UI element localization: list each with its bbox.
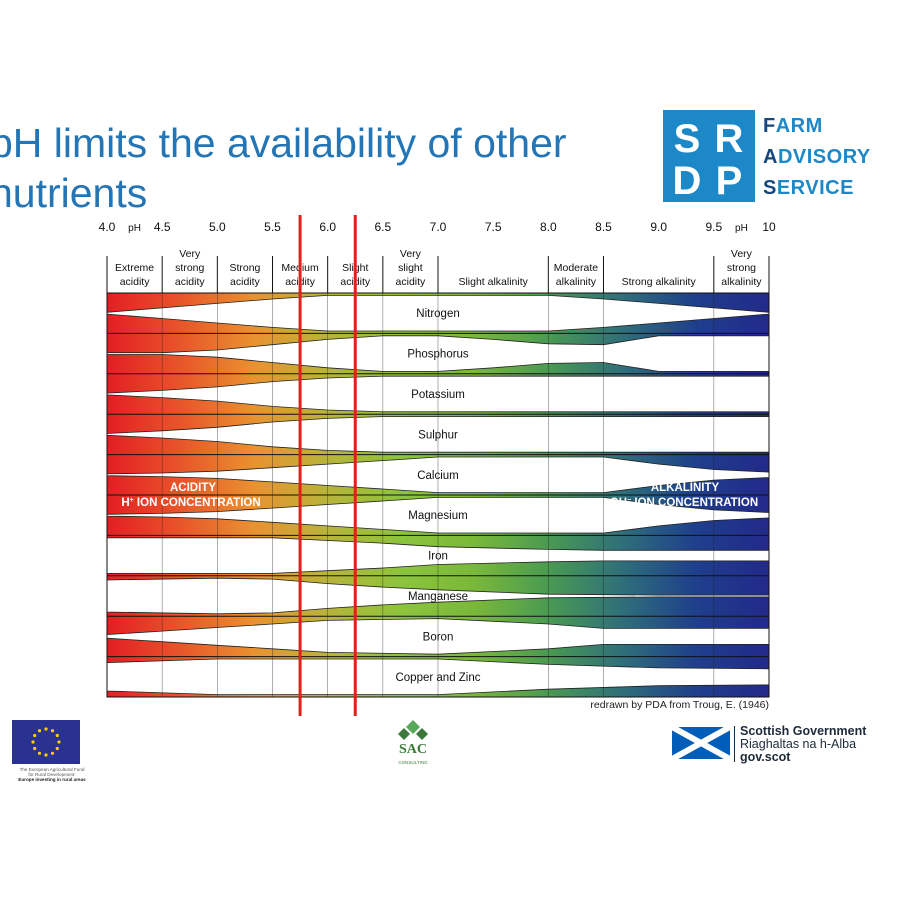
ph-axis: 4.0 4.5 5.0 5.5 6.0 6.5 7.0 7.5 8.0 8.5 9.0 9.5 10 pH…	[99, 220, 776, 234]
srdp-logo-p: P	[716, 159, 743, 202]
highlight-lines	[298, 215, 357, 716]
eu-star	[55, 746, 59, 751]
nutrient-label: Nitrogen	[416, 308, 459, 320]
nutrient-availability-chart: 4.0 4.5 5.0 5.5 6.0 6.5 7.0 7.5 8.0 8.5 9.0 9.5 10 pH…	[99, 215, 776, 716]
scottish-government-wordmark: Scottish Government Riaghaltas na h-Alba…	[740, 725, 866, 764]
acidity-ion-label: H+ ION CONCENTRATION	[121, 497, 260, 509]
nutrient-label: Phosphorus	[407, 349, 469, 361]
scot-gov-line-3: gov.scot	[740, 750, 791, 764]
eu-star	[55, 733, 59, 738]
eu-star	[31, 740, 35, 744]
alkalinity-label: ALKALINITY	[651, 482, 720, 494]
nutrient-label: Manganese	[408, 591, 468, 603]
eu-caption: The European Agricultural Fund for Rural…	[6, 767, 98, 782]
acidity-zone-label: Moderate	[554, 262, 599, 274]
scot-gov-line-1: Scottish Government	[740, 724, 867, 738]
acidity-zone-label: acidity	[175, 276, 206, 288]
eu-star	[50, 729, 55, 733]
acidity-label: ACIDITY	[170, 482, 216, 494]
ph-tick-label: 9.5	[705, 220, 722, 234]
scot-gov-separator	[734, 726, 735, 762]
ph-tick-label: 9.0	[650, 220, 667, 234]
chart-frame	[106, 292, 770, 698]
chart-grid	[106, 292, 770, 698]
acidity-zone-label: Strong alkalinity	[622, 276, 697, 288]
ph-axis-unit-label: pH	[128, 223, 141, 234]
srdp-logo: S R D P	[663, 110, 755, 202]
chart-source: redrawn by PDA from Troug, E. (1946)	[590, 699, 769, 711]
ph-tick-label: 6.5	[374, 220, 391, 234]
acidity-zone-labels: Extreme acidity Very strong acidity Strong aci…	[106, 248, 770, 293]
ph-tick-label: 7.5	[485, 220, 502, 234]
acidity-zone-label: slight	[398, 262, 423, 274]
sac-subtitle: CONSULTING	[398, 760, 428, 765]
saltire-flag-icon	[672, 727, 730, 759]
nutrient-label: Iron	[428, 551, 448, 563]
acidity-zone-label: alkalinity	[721, 276, 762, 288]
ion-concentration-labels: ACIDITY H+ ION CONCENTRATION ALKALINITY …	[121, 482, 758, 509]
ph-tick-label: 10	[762, 220, 776, 234]
eu-caption-line-3: Europe investing in rural areas	[18, 777, 86, 782]
sac-name: SAC	[398, 742, 427, 757]
srdp-logo-r: R	[715, 117, 744, 161]
srdp-line-farm: FARM	[763, 115, 823, 137]
slide-title: pH limits the availability of other nutr…	[0, 118, 567, 218]
eu-star	[33, 733, 37, 738]
acidity-zone-label: Very	[179, 248, 201, 260]
eu-star	[50, 751, 55, 755]
ph-tick-label: 5.0	[209, 220, 226, 234]
srdp-line-advisory: ADVISORY	[763, 146, 871, 168]
srdp-logo-d: D	[673, 159, 702, 202]
ph-tick-label: 8.5	[595, 220, 612, 234]
acidity-zone-label: strong	[727, 262, 756, 274]
ph-tick-label: 5.5	[264, 220, 281, 234]
eu-star	[44, 753, 48, 757]
eu-flag-icon	[12, 720, 80, 764]
acidity-zone-label: Slight alkalinity	[458, 276, 528, 288]
nutrient-label: Sulphur	[418, 429, 458, 441]
nutrient-label: Potassium	[411, 389, 465, 401]
eu-caption-line-2: for Rural Development:	[28, 772, 76, 777]
ph-tick-label: 4.5	[154, 220, 171, 234]
ph-tick-label: 6.0	[319, 220, 336, 234]
ph-tick-label: 4.0	[99, 220, 116, 234]
eu-star	[37, 751, 42, 755]
slide-title-line-1: pH limits the availability of other	[0, 120, 567, 166]
ph-axis-unit-label: pH	[735, 223, 748, 234]
eu-star	[33, 746, 37, 751]
alkalinity-ion-label: OH− ION CONCENTRATION	[610, 497, 758, 509]
srdp-line-service: SERVICE	[763, 177, 854, 199]
acidity-zone-label: acidity	[396, 276, 427, 288]
acidity-zone-label: acidity	[230, 276, 261, 288]
eu-star	[44, 727, 48, 731]
ph-tick-label: 8.0	[540, 220, 557, 234]
acidity-zone-label: Strong	[229, 262, 260, 274]
nutrient-label: Copper and Zinc	[395, 672, 480, 684]
srdp-service-name: FARM ADVISORY SERVICE	[763, 111, 871, 204]
sac-diamond-icon	[398, 720, 428, 740]
acidity-zone-label: acidity	[120, 276, 151, 288]
acidity-zone-label: Very	[731, 248, 753, 260]
slide-title-line-2: nutrients	[0, 170, 148, 216]
acidity-zone-label: alkalinity	[556, 276, 597, 288]
eu-star	[37, 729, 42, 733]
srdp-logo-s: S	[674, 117, 701, 161]
nutrient-label: Magnesium	[408, 510, 467, 522]
eu-star	[57, 740, 61, 744]
acidity-zone-label: strong	[175, 262, 204, 274]
acidity-zone-label: Extreme	[115, 262, 154, 274]
eu-caption-line-1: The European Agricultural Fund	[19, 767, 85, 772]
acidity-zone-label: Very	[400, 248, 422, 260]
nutrient-label: Boron	[423, 631, 454, 643]
nutrient-label: Calcium	[417, 470, 459, 482]
ph-tick-label: 7.0	[430, 220, 447, 234]
scot-gov-line-2: Riaghaltas na h-Alba	[740, 737, 857, 751]
nutrient-labels: Nitrogen Phosphorus Potassium Sulphur Calciu…	[395, 308, 480, 684]
